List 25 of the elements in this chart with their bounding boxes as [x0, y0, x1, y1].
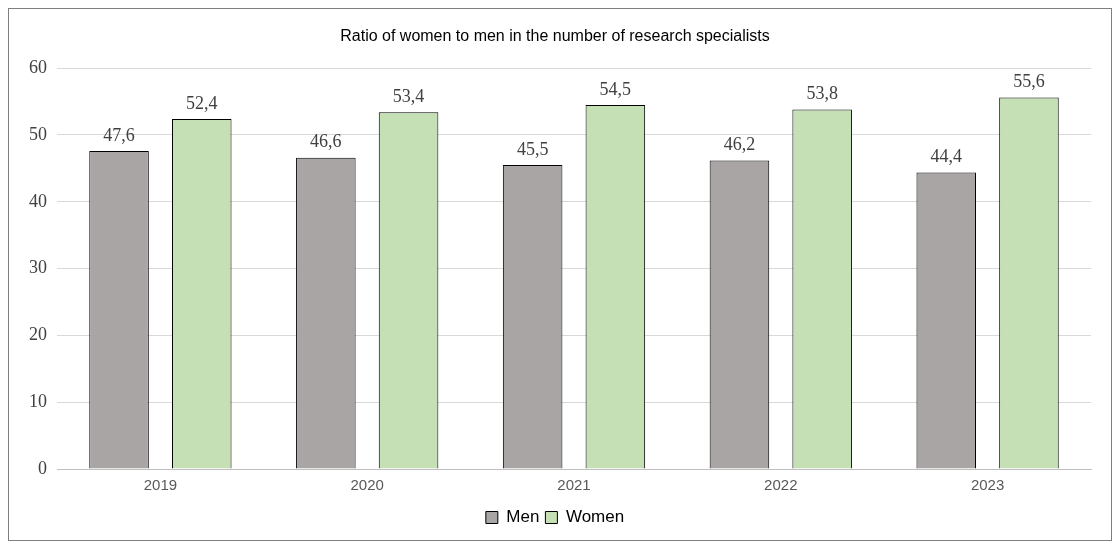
y-tick-label: 40	[29, 190, 47, 211]
chart-title: Ratio of women to men in the number of research specialists	[340, 27, 770, 45]
data-label: 47,6	[103, 124, 135, 145]
data-label: 55,6	[1013, 71, 1045, 92]
data-label: 54,5	[599, 78, 632, 99]
data-label: 53,4	[392, 86, 425, 107]
data-label: 46,6	[310, 131, 342, 152]
x-tick-label: 2019	[143, 476, 178, 494]
y-tick-label: 60	[29, 56, 47, 77]
data-label: 53,8	[806, 83, 838, 104]
legend-label: Men	[506, 507, 540, 527]
data-label: 52,4	[186, 92, 218, 113]
legend-label: Women	[565, 507, 625, 527]
x-tick-label: 2022	[764, 476, 798, 494]
y-tick-label: 30	[29, 257, 47, 278]
data-label: 45,5	[516, 138, 549, 159]
y-tick-label: 10	[29, 390, 47, 411]
y-tick-label: 0	[38, 457, 47, 478]
data-label: 46,2	[723, 134, 756, 155]
y-tick-label: 50	[29, 123, 47, 144]
y-tick-label: 20	[29, 324, 47, 345]
x-tick-label: 2023	[970, 476, 1005, 494]
x-tick-label: 2020	[350, 476, 384, 494]
x-tick-label: 2021	[557, 476, 591, 494]
data-label: 44,4	[930, 146, 962, 167]
